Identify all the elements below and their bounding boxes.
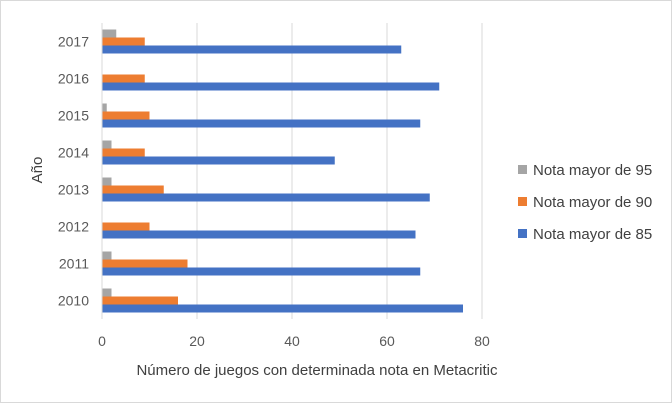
legend-label: Nota mayor de 85 [533,226,652,243]
x-tick-label: 0 [98,333,106,349]
y-tick-label: 2010 [58,293,89,309]
bar-nota-mayor-de-90-2014 [102,148,145,157]
bar-nota-mayor-de-90-2016 [102,74,145,83]
x-tick-label: 80 [474,333,490,349]
y-axis-title: Año [29,157,46,184]
y-tick-label: 2012 [58,219,89,235]
bar-nota-mayor-de-90-2017 [102,37,145,46]
bar-nota-mayor-de-90-2011 [102,259,188,268]
bar-nota-mayor-de-90-2013 [102,185,164,194]
y-tick-label: 2011 [59,256,89,272]
bar-nota-mayor-de-90-2010 [102,296,178,305]
x-tick-label: 40 [284,333,300,349]
bar-nota-mayor-de-95-2013 [102,177,112,186]
bar-nota-mayor-de-85-2016 [102,82,440,91]
legend-swatch [518,197,527,206]
y-tick-label: 2017 [58,34,89,50]
bar-nota-mayor-de-85-2011 [102,267,421,276]
y-tick-label: 2013 [58,182,89,198]
bar-nota-mayor-de-95-2010 [102,288,112,297]
y-tick-label: 2016 [58,71,89,87]
legend: Nota mayor de 95 Nota mayor de 90 Nota may… [518,162,652,243]
bar-nota-mayor-de-95-2017 [102,29,117,38]
legend-label: Nota mayor de 90 [533,194,652,211]
bar-nota-mayor-de-90-2015 [102,111,150,120]
x-axis-title: Número de juegos con determinada nota en… [136,362,498,379]
bar-nota-mayor-de-90-2012 [102,222,150,231]
bar-nota-mayor-de-95-2015 [102,103,107,112]
bar-nota-mayor-de-85-2017 [102,45,402,54]
bar-nota-mayor-de-85-2014 [102,156,335,165]
y-tick-label: 2015 [58,108,89,124]
x-tick-label: 20 [189,333,205,349]
bar-nota-mayor-de-95-2011 [102,251,112,260]
bar-nota-mayor-de-85-2012 [102,230,416,239]
bar-nota-mayor-de-85-2010 [102,304,463,313]
bar-nota-mayor-de-85-2013 [102,193,430,202]
axes: 0 20 40 60 80 2010 2011 2012 2013 2014 2015 2016 201… [58,23,490,349]
legend-label: Nota mayor de 95 [533,162,652,179]
y-tick-label: 2014 [58,145,89,161]
x-tick-label: 60 [379,333,395,349]
bar-nota-mayor-de-85-2015 [102,119,421,128]
legend-swatch [518,229,527,238]
bar-nota-mayor-de-95-2014 [102,140,112,149]
bars [102,29,463,313]
legend-swatch [518,165,527,174]
